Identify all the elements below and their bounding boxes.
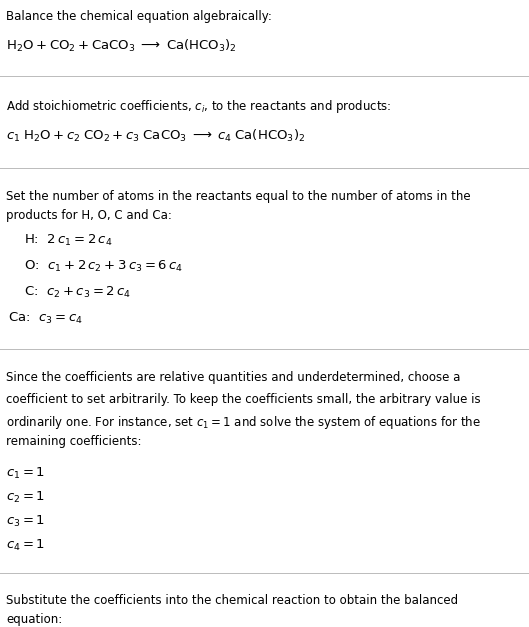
Text: $c_1\;\mathrm{H_2O} + c_2\;\mathrm{CO_2} + c_3\;\mathrm{CaCO_3}\;\longrightarrow: $c_1\;\mathrm{H_2O} + c_2\;\mathrm{CO_2}…: [6, 128, 306, 144]
Text: ordinarily one. For instance, set $c_1 = 1$ and solve the system of equations fo: ordinarily one. For instance, set $c_1 =…: [6, 414, 481, 431]
Text: coefficient to set arbitrarily. To keep the coefficients small, the arbitrary va: coefficient to set arbitrarily. To keep …: [6, 393, 481, 406]
Text: Since the coefficients are relative quantities and underdetermined, choose a: Since the coefficients are relative quan…: [6, 371, 461, 384]
Text: Substitute the coefficients into the chemical reaction to obtain the balanced
eq: Substitute the coefficients into the che…: [6, 594, 459, 626]
Text: Balance the chemical equation algebraically:: Balance the chemical equation algebraica…: [6, 10, 272, 23]
Text: O:  $c_1 + 2\,c_2 + 3\,c_3 = 6\,c_4$: O: $c_1 + 2\,c_2 + 3\,c_3 = 6\,c_4$: [24, 259, 184, 274]
Text: $c_4 = 1$: $c_4 = 1$: [6, 537, 45, 552]
Text: $c_2 = 1$: $c_2 = 1$: [6, 490, 45, 505]
Text: Ca:  $c_3 = c_4$: Ca: $c_3 = c_4$: [8, 311, 83, 326]
Text: Add stoichiometric coefficients, $c_i$, to the reactants and products:: Add stoichiometric coefficients, $c_i$, …: [6, 98, 392, 115]
Text: Set the number of atoms in the reactants equal to the number of atoms in the
pro: Set the number of atoms in the reactants…: [6, 190, 471, 222]
Text: $c_1 = 1$: $c_1 = 1$: [6, 465, 45, 481]
Text: remaining coefficients:: remaining coefficients:: [6, 436, 142, 448]
Text: $c_3 = 1$: $c_3 = 1$: [6, 514, 45, 529]
Text: H:  $2\,c_1 = 2\,c_4$: H: $2\,c_1 = 2\,c_4$: [24, 233, 113, 248]
Text: $\mathrm{H_2O + CO_2 + CaCO_3}$$\;\longrightarrow\;$$\mathrm{Ca(HCO_3)_2}$: $\mathrm{H_2O + CO_2 + CaCO_3}$$\;\longr…: [6, 38, 237, 54]
Text: C:  $c_2 + c_3 = 2\,c_4$: C: $c_2 + c_3 = 2\,c_4$: [24, 285, 131, 300]
